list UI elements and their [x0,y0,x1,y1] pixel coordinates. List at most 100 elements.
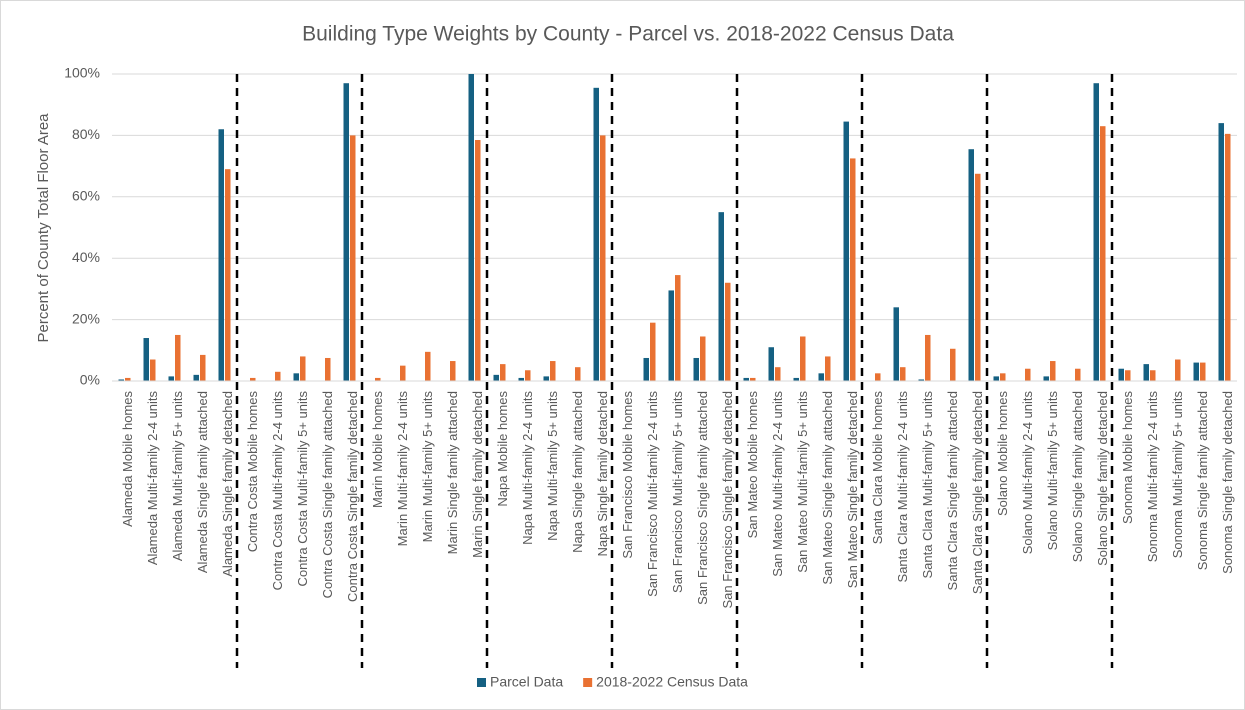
x-tick-label: San Francisco Multi-family 5+ units [670,391,685,593]
x-tick-label: Napa Single family attached [570,391,585,553]
bar [1093,83,1099,382]
bar [750,377,756,381]
x-tick-label: Solano Single family detached [1095,391,1110,566]
bar [1150,370,1156,381]
x-tick-label: San Mateo Multi-family 5+ units [795,391,810,573]
bar [843,121,849,382]
bar [993,376,999,381]
x-tick-label: Santa Clara Multi-family 2-4 units [895,391,910,583]
bar [1025,368,1031,381]
bar [900,367,906,381]
x-tick-label: San Mateo Single family detached [845,391,860,588]
bar [125,377,131,381]
bar [168,376,174,381]
x-tick-label: Sonoma Multi-family 2-4 units [1145,391,1160,563]
bar [225,169,231,381]
bar [175,334,181,381]
x-tick-label: Alameda Multi-family 5+ units [170,391,185,562]
x-tick-label: Marin Multi-family 2-4 units [395,391,410,547]
x-tick-label: Napa Mobile homes [495,391,510,507]
bar [425,351,431,381]
bar [600,135,606,381]
y-tick-label: 80% [72,126,100,142]
x-tick-label: San Francisco Single family detached [720,391,735,609]
bar [118,379,124,381]
x-tick-label: Santa Clara Multi-family 5+ units [920,391,935,579]
x-tick-label: Sonoma Mobile homes [1120,391,1135,524]
y-tick-label: 40% [72,249,100,265]
x-tick-label: Contra Costa Single family detached [345,391,360,602]
x-tick-label: San Mateo Mobile homes [745,391,760,539]
bar [325,357,331,381]
bar [775,367,781,381]
legend-swatch [583,678,593,687]
x-tick-label: Solano Multi-family 5+ units [1045,391,1060,551]
legend-swatch [477,678,486,687]
bar [1125,370,1131,381]
bar [468,74,474,381]
bar [518,377,524,381]
bar [450,361,456,381]
x-tick-label: Contra Costa Multi-family 5+ units [295,391,310,587]
x-tick-label: Marin Single family attached [445,391,460,554]
x-tick-label: Solano Single family attached [1070,391,1085,562]
bar [950,348,956,381]
bar [668,290,674,381]
bar [693,357,699,381]
x-tick-label: Sonoma Single family attached [1195,391,1210,570]
bar [350,135,356,381]
x-tick-label: Napa Single family detached [595,391,610,557]
chart-title: Building Type Weights by County - Parcel… [302,23,954,46]
bar [800,336,806,381]
bar [743,377,749,381]
bar [1075,368,1081,381]
bar [375,377,381,381]
x-tick-label: Contra Costa Single family attached [320,391,335,598]
bar [718,212,724,381]
bar [1225,133,1231,381]
bar [343,83,349,382]
bar [575,367,581,381]
bar [1175,359,1181,381]
bar [1200,362,1206,381]
x-tick-label: Solano Multi-family 2-4 units [1020,391,1035,555]
x-tick-label: San Mateo Multi-family 2-4 units [770,391,785,577]
x-tick-label: Marin Multi-family 5+ units [420,391,435,543]
bar [725,282,731,381]
bar [550,361,556,381]
bar [1000,373,1006,381]
bar [893,307,899,381]
x-tick-label: Alameda Multi-family 2-4 units [145,391,160,566]
bar [143,338,149,381]
x-tick-label: San Francisco Mobile homes [620,391,635,559]
bar [493,374,499,381]
bar [1218,123,1224,382]
x-tick-label: San Francisco Multi-family 2-4 units [645,391,660,597]
bar [250,377,256,381]
x-tick-label: Marin Single family detached [470,391,485,558]
bar [1193,362,1199,381]
bar [150,359,156,381]
bar [218,129,224,381]
x-tick-label: San Francisco Single family attached [695,391,710,605]
bar [818,373,824,381]
y-tick-label: 100% [64,65,100,81]
bar [1118,368,1124,381]
bar [400,365,406,381]
bar [675,275,681,381]
x-tick-label: Napa Multi-family 2-4 units [520,391,535,545]
x-tick-label: Alameda Single family detached [220,391,235,577]
x-tick-label: Contra Costa Mobile homes [245,391,260,553]
bar [543,376,549,381]
bar [193,374,199,381]
bar [1050,361,1056,381]
bar [1043,376,1049,381]
x-tick-label: Santa Clara Single family attached [945,391,960,590]
bar [525,370,531,381]
bar [300,356,306,381]
x-tick-label: Santa Clara Single family detached [970,391,985,594]
bar [925,334,931,381]
bar [200,354,206,381]
bar [825,356,831,381]
